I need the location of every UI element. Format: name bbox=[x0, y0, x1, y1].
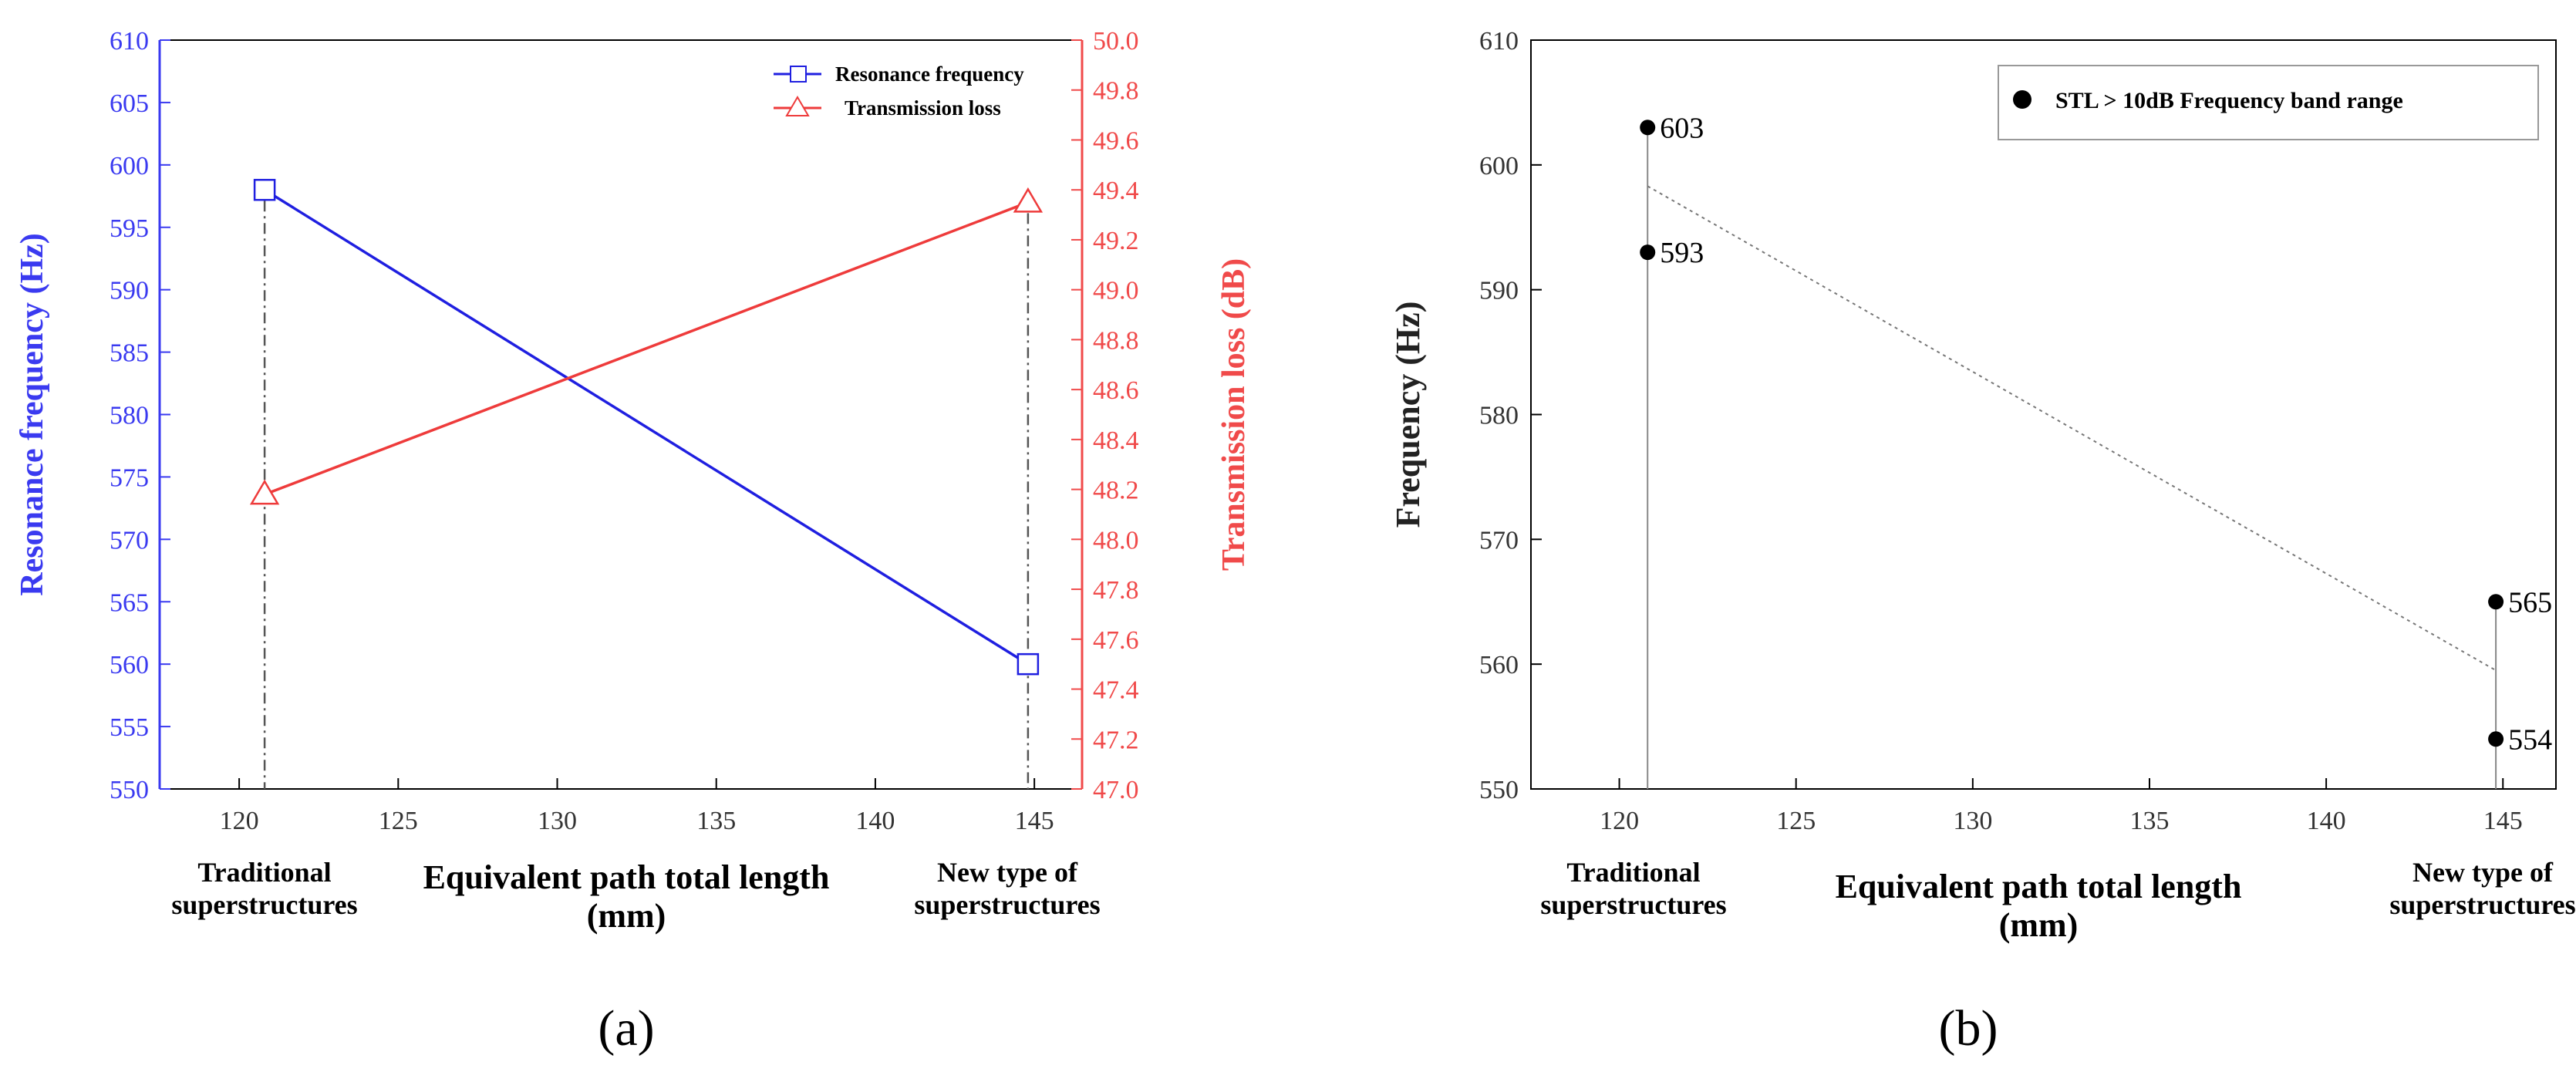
frequency-point bbox=[2488, 594, 2504, 610]
x-tick-label: 125 bbox=[1776, 807, 1816, 835]
x-category-label: superstructures bbox=[1540, 889, 1726, 920]
frequency-point-label: 554 bbox=[2508, 723, 2552, 756]
frequency-point bbox=[1640, 244, 1656, 261]
frequency-point-label: 565 bbox=[2508, 586, 2552, 619]
right-y-tick-label: 49.4 bbox=[1093, 177, 1139, 205]
right-y-tick-label: 47.8 bbox=[1093, 576, 1139, 605]
y-tick-label: 610 bbox=[1479, 27, 1519, 56]
left-y-tick-label: 585 bbox=[110, 339, 149, 368]
legend-resonance-label: Resonance frequency bbox=[835, 62, 1024, 86]
left-y-axis-title: Resonance frequency (Hz) bbox=[15, 233, 50, 595]
x-category-label: superstructures bbox=[171, 889, 357, 920]
transmission-loss-point bbox=[249, 479, 280, 505]
right-y-tick-label: 47.6 bbox=[1093, 626, 1139, 655]
x-tick-label: 145 bbox=[2483, 807, 2523, 835]
x-category-label: superstructures bbox=[914, 889, 1100, 920]
panel-label-a: (a) bbox=[598, 1000, 654, 1057]
resonance-frequency-line bbox=[264, 188, 1029, 666]
panel-b: 550 560 570 580 590 600 610 120 125 130 135 140 145 6… bbox=[1389, 27, 2576, 1057]
x-tick-label: 120 bbox=[220, 807, 259, 835]
x-tick-label: 125 bbox=[379, 807, 418, 835]
left-y-tick-label: 600 bbox=[110, 152, 149, 180]
trend-dotted-line bbox=[1647, 185, 2497, 672]
plot-frame bbox=[1530, 39, 2557, 790]
left-y-tick-label: 605 bbox=[110, 89, 149, 118]
resonance-frequency-point bbox=[253, 178, 276, 201]
right-y-axis-title: Transmission loss (dB) bbox=[1216, 258, 1252, 571]
right-y-tick-label: 49.6 bbox=[1093, 126, 1139, 155]
y-tick-label: 580 bbox=[1479, 402, 1519, 430]
right-y-tick-label: 48.2 bbox=[1093, 477, 1139, 505]
x-category-label: Traditional bbox=[197, 857, 331, 888]
left-y-tick-label: 610 bbox=[110, 27, 149, 56]
transmission-loss-line bbox=[264, 201, 1029, 496]
x-category-label: superstructures bbox=[2389, 889, 2575, 920]
left-y-tick-label: 580 bbox=[110, 402, 149, 430]
legend-label: STL > 10dB Frequency band range bbox=[2055, 88, 2403, 113]
y-axis-title: Frequency (Hz) bbox=[1389, 302, 1427, 528]
y-tick-label: 590 bbox=[1479, 277, 1519, 305]
right-y-tick-label: 49.2 bbox=[1093, 227, 1139, 255]
x-tick-label: 120 bbox=[1600, 807, 1639, 835]
y-tick-label: 600 bbox=[1479, 152, 1519, 180]
right-y-tick-label: 48.6 bbox=[1093, 376, 1139, 405]
transmission-loss-point bbox=[1013, 187, 1044, 213]
left-y-tick-label: 590 bbox=[110, 277, 149, 305]
right-y-tick-label: 48.0 bbox=[1093, 526, 1139, 555]
frequency-point bbox=[2488, 731, 2504, 747]
panel-label-b: (b) bbox=[1939, 1000, 1998, 1057]
frequency-point-label: 603 bbox=[1660, 112, 1704, 144]
left-y-tick-label: 550 bbox=[110, 776, 149, 804]
legend-transmission-label: Transmission loss bbox=[845, 96, 1001, 120]
x-tick-label: 135 bbox=[2129, 807, 2169, 835]
panel-a: 550 555 560 565 570 575 580 585 590 595 600 605 610 4… bbox=[15, 27, 1252, 1057]
left-y-tick-label: 595 bbox=[110, 214, 149, 243]
right-y-tick-label: 47.4 bbox=[1093, 676, 1139, 705]
y-tick-label: 560 bbox=[1479, 651, 1519, 679]
x-tick-label: 130 bbox=[538, 807, 577, 835]
left-y-tick-label: 555 bbox=[110, 713, 149, 742]
legend-marker bbox=[2013, 90, 2031, 109]
x-tick-label: 140 bbox=[2307, 807, 2346, 835]
legend-transmission-marker bbox=[785, 96, 810, 116]
right-y-tick-label: 47.2 bbox=[1093, 726, 1139, 754]
left-y-tick-label: 575 bbox=[110, 464, 149, 492]
resonance-frequency-point bbox=[1017, 652, 1040, 676]
right-y-tick-label: 47.0 bbox=[1093, 776, 1139, 804]
y-tick-label: 570 bbox=[1479, 526, 1519, 555]
x-category-label: Traditional bbox=[1566, 857, 1700, 888]
x-axis-title: Equivalent path total length bbox=[1836, 868, 2242, 905]
x-category-label: New type of bbox=[937, 857, 1078, 888]
x-axis-title: Equivalent path total length bbox=[423, 858, 830, 896]
frequency-point bbox=[1640, 120, 1656, 136]
legend-box bbox=[1998, 65, 2539, 140]
x-tick-label: 140 bbox=[855, 807, 895, 835]
legend-resonance-marker bbox=[790, 66, 807, 83]
x-axis-title: (mm) bbox=[1999, 906, 2079, 944]
right-y-tick-label: 50.0 bbox=[1093, 27, 1139, 56]
y-tick-label: 550 bbox=[1479, 776, 1519, 804]
x-axis-title: (mm) bbox=[587, 897, 666, 935]
x-tick-label: 130 bbox=[1953, 807, 1992, 835]
frequency-point-label: 593 bbox=[1660, 237, 1704, 269]
right-y-tick-label: 48.4 bbox=[1093, 426, 1139, 455]
left-y-tick-label: 565 bbox=[110, 588, 149, 617]
x-category-label: New type of bbox=[2412, 857, 2554, 888]
x-tick-label: 145 bbox=[1015, 807, 1054, 835]
x-tick-label: 135 bbox=[696, 807, 736, 835]
right-y-tick-label: 48.8 bbox=[1093, 326, 1139, 355]
right-y-tick-label: 49.8 bbox=[1093, 77, 1139, 106]
left-y-tick-label: 560 bbox=[110, 651, 149, 679]
left-y-tick-label: 570 bbox=[110, 526, 149, 555]
right-y-tick-label: 49.0 bbox=[1093, 277, 1139, 305]
